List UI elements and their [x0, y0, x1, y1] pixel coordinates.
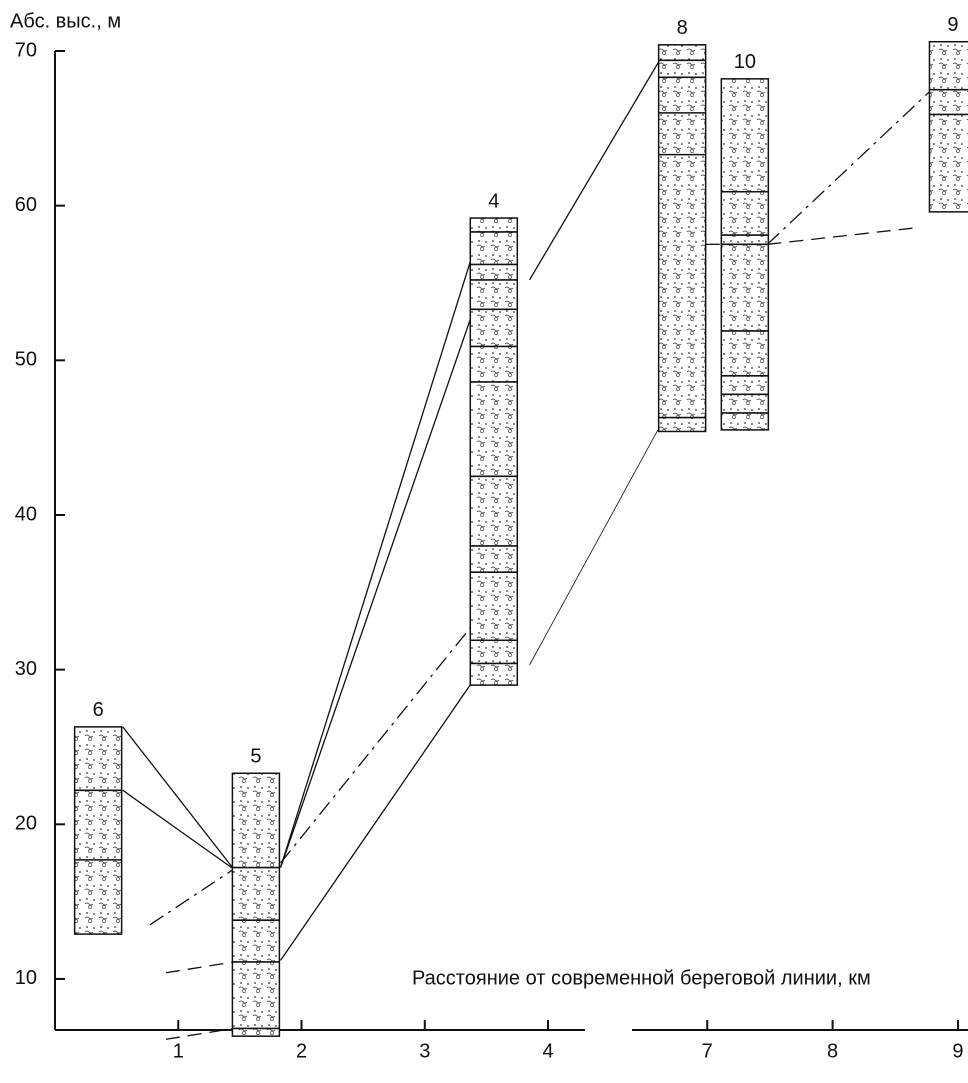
correlation-line — [530, 427, 660, 665]
y-tick-label: 40 — [15, 503, 37, 525]
correlation-line — [281, 611, 484, 863]
y-tick-label: 60 — [15, 194, 37, 216]
column — [470, 218, 517, 685]
column — [659, 45, 706, 432]
column — [75, 727, 122, 934]
column-label: 4 — [488, 190, 499, 212]
x-tick-label: 1 — [173, 1040, 184, 1062]
x-tick-label: 9 — [952, 1040, 963, 1062]
column-label: 5 — [250, 746, 261, 768]
chart: Абс. выс., м Расстояние от современной б… — [0, 0, 968, 1083]
column-label: 6 — [93, 699, 104, 721]
column — [232, 773, 279, 1036]
column — [929, 42, 968, 212]
x-axis-label: Расстояние от современной береговой лини… — [412, 967, 871, 989]
x-tick-label: 3 — [419, 1040, 430, 1062]
correlation-line — [281, 280, 484, 868]
correlation-line — [530, 60, 660, 280]
column-label: 9 — [947, 14, 958, 36]
y-tick-label: 30 — [15, 658, 37, 680]
x-tick-label: 4 — [542, 1040, 553, 1062]
correlation-line — [123, 727, 234, 869]
column-label: 10 — [734, 51, 756, 73]
x-tick-label: 7 — [702, 1040, 713, 1062]
column — [721, 79, 768, 430]
x-tick-label: 2 — [296, 1040, 307, 1062]
correlation-line — [767, 227, 920, 244]
x-tick-label: 8 — [827, 1040, 838, 1062]
y-tick-label: 50 — [15, 349, 37, 371]
correlation-line — [123, 790, 234, 869]
correlation-line — [150, 869, 234, 925]
y-tick-label: 10 — [15, 967, 37, 989]
y-axis-label: Абс. выс., м — [10, 10, 121, 32]
column-label: 8 — [677, 17, 688, 39]
y-tick-label: 70 — [15, 39, 37, 61]
correlation-line — [281, 218, 484, 868]
correlation-line — [281, 665, 484, 960]
correlation-line — [767, 90, 931, 245]
correlation-line — [166, 962, 234, 973]
y-tick-label: 20 — [15, 813, 37, 835]
